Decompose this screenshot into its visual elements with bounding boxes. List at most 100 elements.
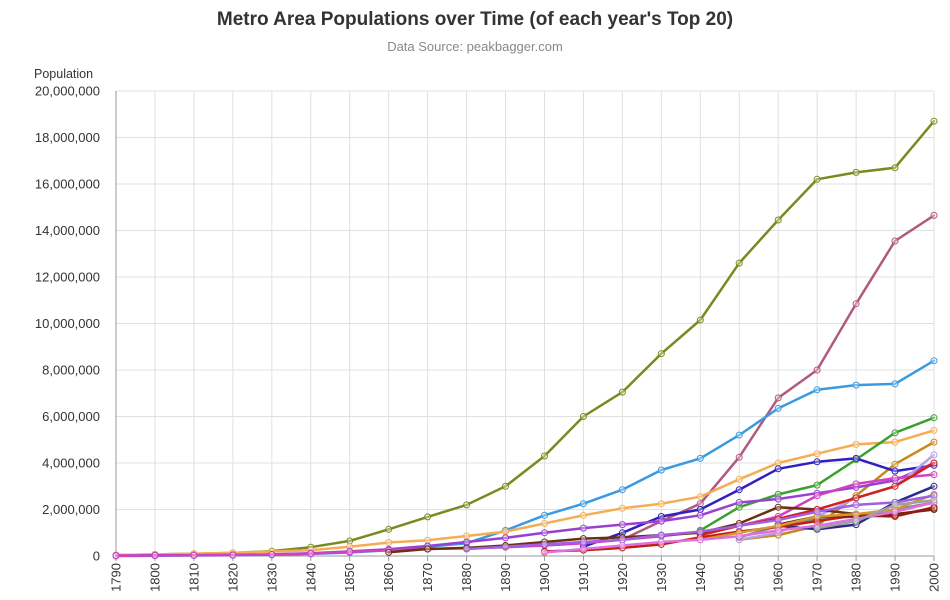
data-point[interactable] (852, 517, 860, 525)
data-point[interactable] (891, 380, 899, 388)
data-point[interactable] (735, 522, 743, 530)
data-point[interactable] (696, 511, 704, 519)
data-point[interactable] (930, 357, 938, 365)
data-point[interactable] (541, 549, 548, 556)
data-point[interactable] (579, 413, 587, 420)
data-point[interactable] (696, 536, 704, 544)
data-point[interactable] (618, 542, 626, 549)
data-point[interactable] (774, 516, 782, 524)
data-point[interactable] (463, 532, 471, 540)
data-point[interactable] (385, 525, 393, 533)
data-point[interactable] (541, 511, 548, 519)
data-point[interactable] (735, 503, 743, 511)
data-point[interactable] (930, 459, 938, 467)
data-point[interactable] (891, 438, 899, 446)
data-point[interactable] (852, 300, 860, 308)
data-point[interactable] (891, 508, 899, 516)
data-point[interactable] (930, 496, 938, 504)
data-point[interactable] (579, 545, 587, 553)
data-point[interactable] (891, 429, 899, 437)
data-point[interactable] (696, 493, 704, 501)
data-point[interactable] (891, 482, 899, 490)
data-point[interactable] (774, 394, 782, 402)
data-point[interactable] (463, 538, 471, 546)
data-point[interactable] (385, 539, 393, 546)
data-point[interactable] (891, 467, 899, 475)
data-point[interactable] (852, 454, 860, 462)
data-point[interactable] (852, 381, 860, 389)
data-point[interactable] (891, 164, 899, 172)
data-point[interactable] (346, 537, 354, 545)
data-point[interactable] (346, 548, 354, 556)
data-point[interactable] (502, 528, 509, 536)
data-point[interactable] (735, 532, 743, 540)
data-point[interactable] (774, 495, 782, 503)
data-point[interactable] (891, 460, 899, 468)
data-point[interactable] (502, 543, 509, 551)
data-point[interactable] (813, 513, 821, 520)
data-point[interactable] (930, 471, 938, 479)
data-point[interactable] (774, 503, 782, 511)
data-point[interactable] (735, 431, 743, 439)
data-point[interactable] (930, 504, 938, 512)
data-point[interactable] (541, 452, 548, 460)
data-point[interactable] (657, 350, 665, 358)
data-point[interactable] (268, 551, 276, 559)
data-point[interactable] (618, 388, 626, 396)
data-point[interactable] (541, 529, 548, 537)
data-point[interactable] (502, 534, 509, 542)
data-point[interactable] (930, 211, 938, 219)
data-point[interactable] (813, 481, 821, 489)
data-point[interactable] (930, 117, 938, 125)
data-point[interactable] (579, 538, 587, 546)
data-point[interactable] (424, 536, 432, 544)
data-point[interactable] (930, 426, 938, 434)
data-point[interactable] (735, 486, 743, 494)
data-point[interactable] (813, 508, 821, 516)
data-point[interactable] (852, 501, 860, 509)
data-point[interactable] (502, 482, 509, 490)
data-point[interactable] (618, 521, 626, 529)
data-point[interactable] (112, 552, 120, 560)
data-point[interactable] (813, 458, 821, 466)
data-point[interactable] (774, 526, 782, 534)
data-point[interactable] (930, 438, 938, 446)
data-point[interactable] (774, 216, 782, 224)
data-point[interactable] (229, 551, 237, 559)
data-point[interactable] (852, 480, 860, 488)
data-point[interactable] (891, 501, 899, 509)
data-point[interactable] (852, 168, 860, 176)
data-point[interactable] (463, 545, 471, 553)
data-point[interactable] (424, 513, 432, 521)
data-point[interactable] (657, 517, 665, 525)
data-point[interactable] (891, 474, 899, 482)
data-point[interactable] (657, 500, 665, 508)
data-point[interactable] (735, 499, 743, 506)
data-point[interactable] (813, 366, 821, 374)
data-point[interactable] (930, 482, 938, 490)
data-point[interactable] (696, 454, 704, 462)
data-point[interactable] (852, 510, 860, 518)
data-point[interactable] (579, 524, 587, 532)
data-point[interactable] (579, 511, 587, 519)
data-point[interactable] (424, 545, 432, 553)
data-point[interactable] (307, 550, 315, 558)
data-point[interactable] (774, 404, 782, 412)
data-point[interactable] (696, 500, 704, 508)
data-point[interactable] (735, 453, 743, 461)
data-point[interactable] (657, 466, 665, 474)
data-point[interactable] (813, 450, 821, 458)
data-point[interactable] (346, 543, 354, 551)
data-point[interactable] (930, 414, 938, 422)
data-point[interactable] (813, 524, 821, 532)
data-point[interactable] (151, 552, 159, 559)
data-point[interactable] (813, 492, 821, 500)
data-point[interactable] (891, 237, 899, 245)
data-point[interactable] (657, 531, 665, 539)
data-point[interactable] (813, 175, 821, 183)
data-point[interactable] (696, 316, 704, 324)
data-point[interactable] (190, 551, 198, 559)
data-point[interactable] (696, 506, 704, 513)
data-point[interactable] (541, 520, 548, 527)
data-point[interactable] (385, 548, 393, 556)
